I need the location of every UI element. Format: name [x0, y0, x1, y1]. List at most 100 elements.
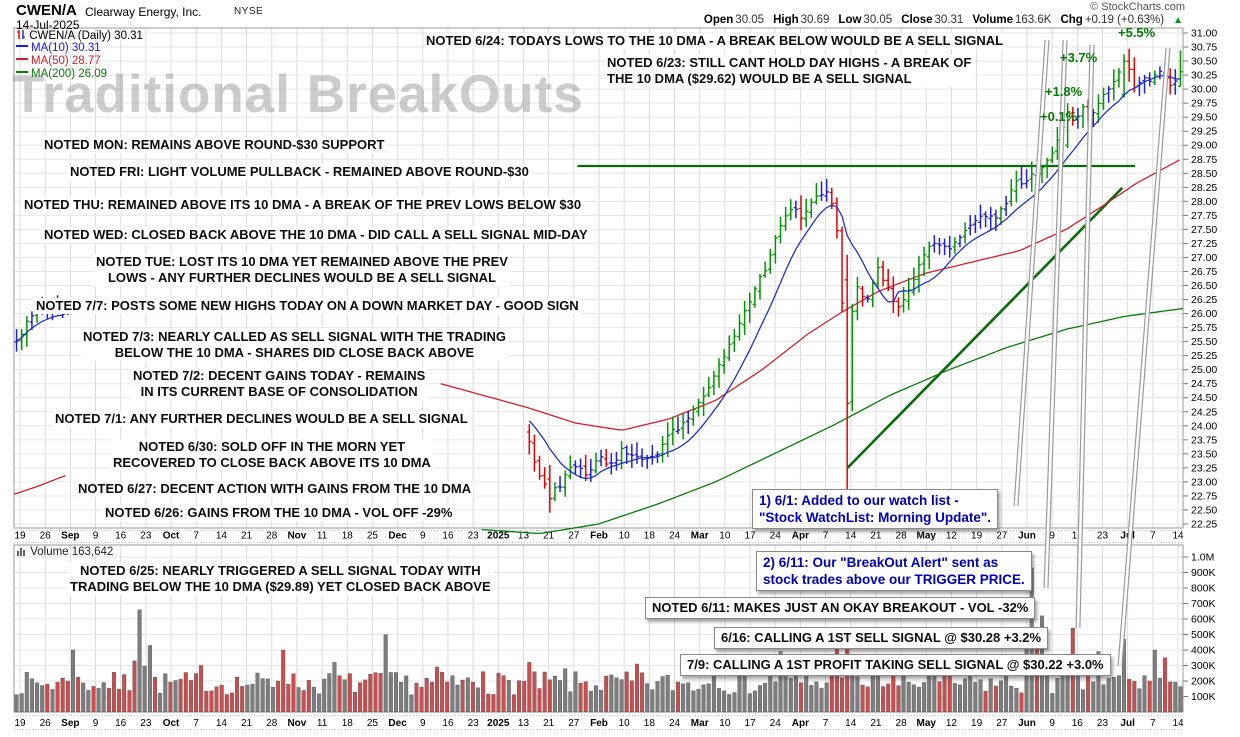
svg-text:Feb: Feb — [590, 531, 608, 542]
svg-text:16: 16 — [115, 531, 127, 542]
svg-text:21: 21 — [241, 531, 253, 542]
svg-text:Jun: Jun — [1018, 531, 1036, 542]
quote-high: High 30.69 — [773, 14, 830, 26]
svg-text:28.25: 28.25 — [1191, 182, 1217, 194]
svg-text:28.50: 28.50 — [1191, 168, 1217, 180]
svg-text:Nov: Nov — [287, 531, 306, 542]
svg-text:300K: 300K — [1191, 660, 1216, 672]
chart-annotation: NOTED THU: REMAINED ABOVE ITS 10 DMA - A… — [22, 197, 584, 213]
svg-text:21: 21 — [870, 531, 882, 542]
svg-text:500K: 500K — [1191, 629, 1216, 641]
svg-text:17: 17 — [744, 531, 756, 542]
annotation-line: 6/16: CALLING A 1ST SELL SIGNAL @ $30.28… — [721, 630, 1042, 645]
annotation-line: NOTED 7/1: ANY FURTHER DECLINES WOULD BE… — [55, 411, 468, 426]
svg-text:21: 21 — [241, 718, 253, 729]
svg-text:25: 25 — [367, 718, 379, 729]
series-legend: CWEN/A (Daily) 30.31 — [16, 29, 143, 42]
ohlc-bars-icon — [17, 30, 25, 39]
svg-text:18: 18 — [644, 531, 656, 542]
chart-annotation: NOTED 7/1: ANY FURTHER DECLINES WOULD BE… — [53, 411, 470, 427]
svg-text:28: 28 — [266, 718, 278, 729]
svg-text:9: 9 — [93, 531, 99, 542]
svg-text:27: 27 — [996, 718, 1008, 729]
ma200-line-swatch — [16, 71, 28, 74]
svg-text:23.50: 23.50 — [1191, 448, 1217, 460]
callout-box: 2) 6/11: Our "BreakOut Alert" sent as sto… — [756, 551, 1032, 591]
svg-text:9: 9 — [1049, 531, 1055, 542]
svg-text:19: 19 — [14, 531, 26, 542]
chart-annotation: NOTED 7/3: NEARLY CALLED AS SELL SIGNAL … — [81, 329, 509, 361]
svg-text:27.50: 27.50 — [1191, 224, 1217, 236]
svg-text:9: 9 — [420, 531, 426, 542]
chart-annotation: NOTED 6/27: DECENT ACTION WITH GAINS FRO… — [76, 481, 474, 497]
svg-text:26.00: 26.00 — [1191, 308, 1217, 320]
svg-text:1.0M: 1.0M — [1191, 552, 1214, 564]
gain-percent-label: +3.7% — [1060, 50, 1098, 65]
gain-percent-label: +5.5% — [1118, 25, 1156, 40]
svg-text:30.25: 30.25 — [1191, 70, 1217, 82]
annotation-line: NOTED 6/30: SOLD OFF IN THE MORN YET — [138, 439, 406, 454]
callout-box: 1) 6/1: Added to our watch list - "Stock … — [752, 489, 999, 529]
svg-text:22.25: 22.25 — [1191, 519, 1217, 531]
svg-text:17: 17 — [744, 718, 756, 729]
svg-text:400K: 400K — [1191, 645, 1216, 657]
volume-bars-icon — [17, 548, 25, 556]
annotation-line: NOTED 6/27: DECENT ACTION WITH GAINS FRO… — [78, 481, 472, 496]
annotation-line: LOWS - ANY FURTHER DECLINES WOULD BE A S… — [107, 270, 497, 285]
chart-annotation: 6/16: CALLING A 1ST SELL SIGNAL @ $30.28… — [714, 627, 1049, 649]
svg-text:14: 14 — [216, 718, 228, 729]
series-legend-label: CWEN/A (Daily) 30.31 — [29, 30, 143, 42]
annotation-line: stock trades above our TRIGGER PRICE. — [763, 572, 1025, 587]
svg-text:800K: 800K — [1191, 583, 1216, 595]
svg-text:Nov: Nov — [287, 718, 306, 729]
ma10-line-swatch — [16, 45, 28, 48]
svg-text:10: 10 — [619, 718, 631, 729]
svg-text:23: 23 — [1097, 531, 1109, 542]
copyright: © StockCharts.com — [1090, 1, 1185, 13]
ticker-symbol: CWEN/A — [16, 2, 77, 19]
svg-text:27.75: 27.75 — [1191, 210, 1217, 222]
annotation-line: NOTED FRI: LIGHT VOLUME PULLBACK - REMAI… — [70, 164, 529, 179]
svg-text:25: 25 — [367, 531, 379, 542]
svg-text:9: 9 — [1049, 718, 1055, 729]
svg-text:27.25: 27.25 — [1191, 238, 1217, 250]
svg-text:May: May — [917, 531, 937, 542]
svg-text:7: 7 — [1150, 718, 1156, 729]
svg-text:16: 16 — [115, 718, 127, 729]
chart-annotation: NOTED 6/30: SOLD OFF IN THE MORN YET RECO… — [111, 439, 433, 471]
svg-text:14: 14 — [1172, 718, 1184, 729]
annotation-line: 7/9: CALLING A 1ST PROFIT TAKING SELL SI… — [687, 657, 1104, 672]
chart-annotation: NOTED TUE: LOST ITS 10 DMA YET REMAINED … — [94, 254, 510, 286]
legend-ma200: MA(200) 26.09 — [16, 68, 107, 80]
annotation-line: NOTED 6/11: MAKES JUST AN OKAY BREAKOUT … — [652, 600, 1029, 615]
svg-text:25.00: 25.00 — [1191, 364, 1217, 376]
svg-text:24: 24 — [770, 531, 782, 542]
quote-volume: Volume 163.6K — [972, 14, 1052, 26]
svg-text:23.00: 23.00 — [1191, 476, 1217, 488]
chart-annotation: NOTED 7/7: POSTS SOME NEW HIGHS TODAY ON… — [34, 298, 581, 314]
svg-text:21: 21 — [543, 718, 555, 729]
svg-text:Oct: Oct — [163, 531, 180, 542]
quote-summary: Open 30.05 High 30.69 Low 30.05 Close 30.31 … — [704, 14, 1183, 26]
svg-text:27: 27 — [568, 718, 580, 729]
annotation-line: "Stock WatchList: Morning Update". — [759, 510, 992, 525]
svg-text:14: 14 — [845, 531, 857, 542]
svg-text:27: 27 — [996, 531, 1008, 542]
svg-text:100K: 100K — [1191, 691, 1216, 703]
svg-text:30.00: 30.00 — [1191, 84, 1217, 96]
svg-text:7: 7 — [823, 531, 829, 542]
svg-text:200K: 200K — [1191, 676, 1216, 688]
svg-text:21: 21 — [870, 718, 882, 729]
svg-text:28.75: 28.75 — [1191, 154, 1217, 166]
annotation-line: NOTED 7/2: DECENT GAINS TODAY - REMAINS — [133, 368, 426, 383]
svg-text:26: 26 — [40, 531, 52, 542]
svg-text:24.50: 24.50 — [1191, 392, 1217, 404]
chart-annotation: NOTED 7/2: DECENT GAINS TODAY - REMAINS I… — [131, 368, 428, 400]
annotation-line: NOTED 6/25: NEARLY TRIGGERED A SELL SIGN… — [79, 563, 481, 578]
up-arrow-icon: ▲ — [1173, 14, 1183, 26]
chart-annotation: NOTED WED: CLOSED BACK ABOVE THE 10 DMA … — [42, 227, 590, 243]
svg-text:23: 23 — [468, 531, 480, 542]
svg-text:30.50: 30.50 — [1191, 56, 1217, 68]
